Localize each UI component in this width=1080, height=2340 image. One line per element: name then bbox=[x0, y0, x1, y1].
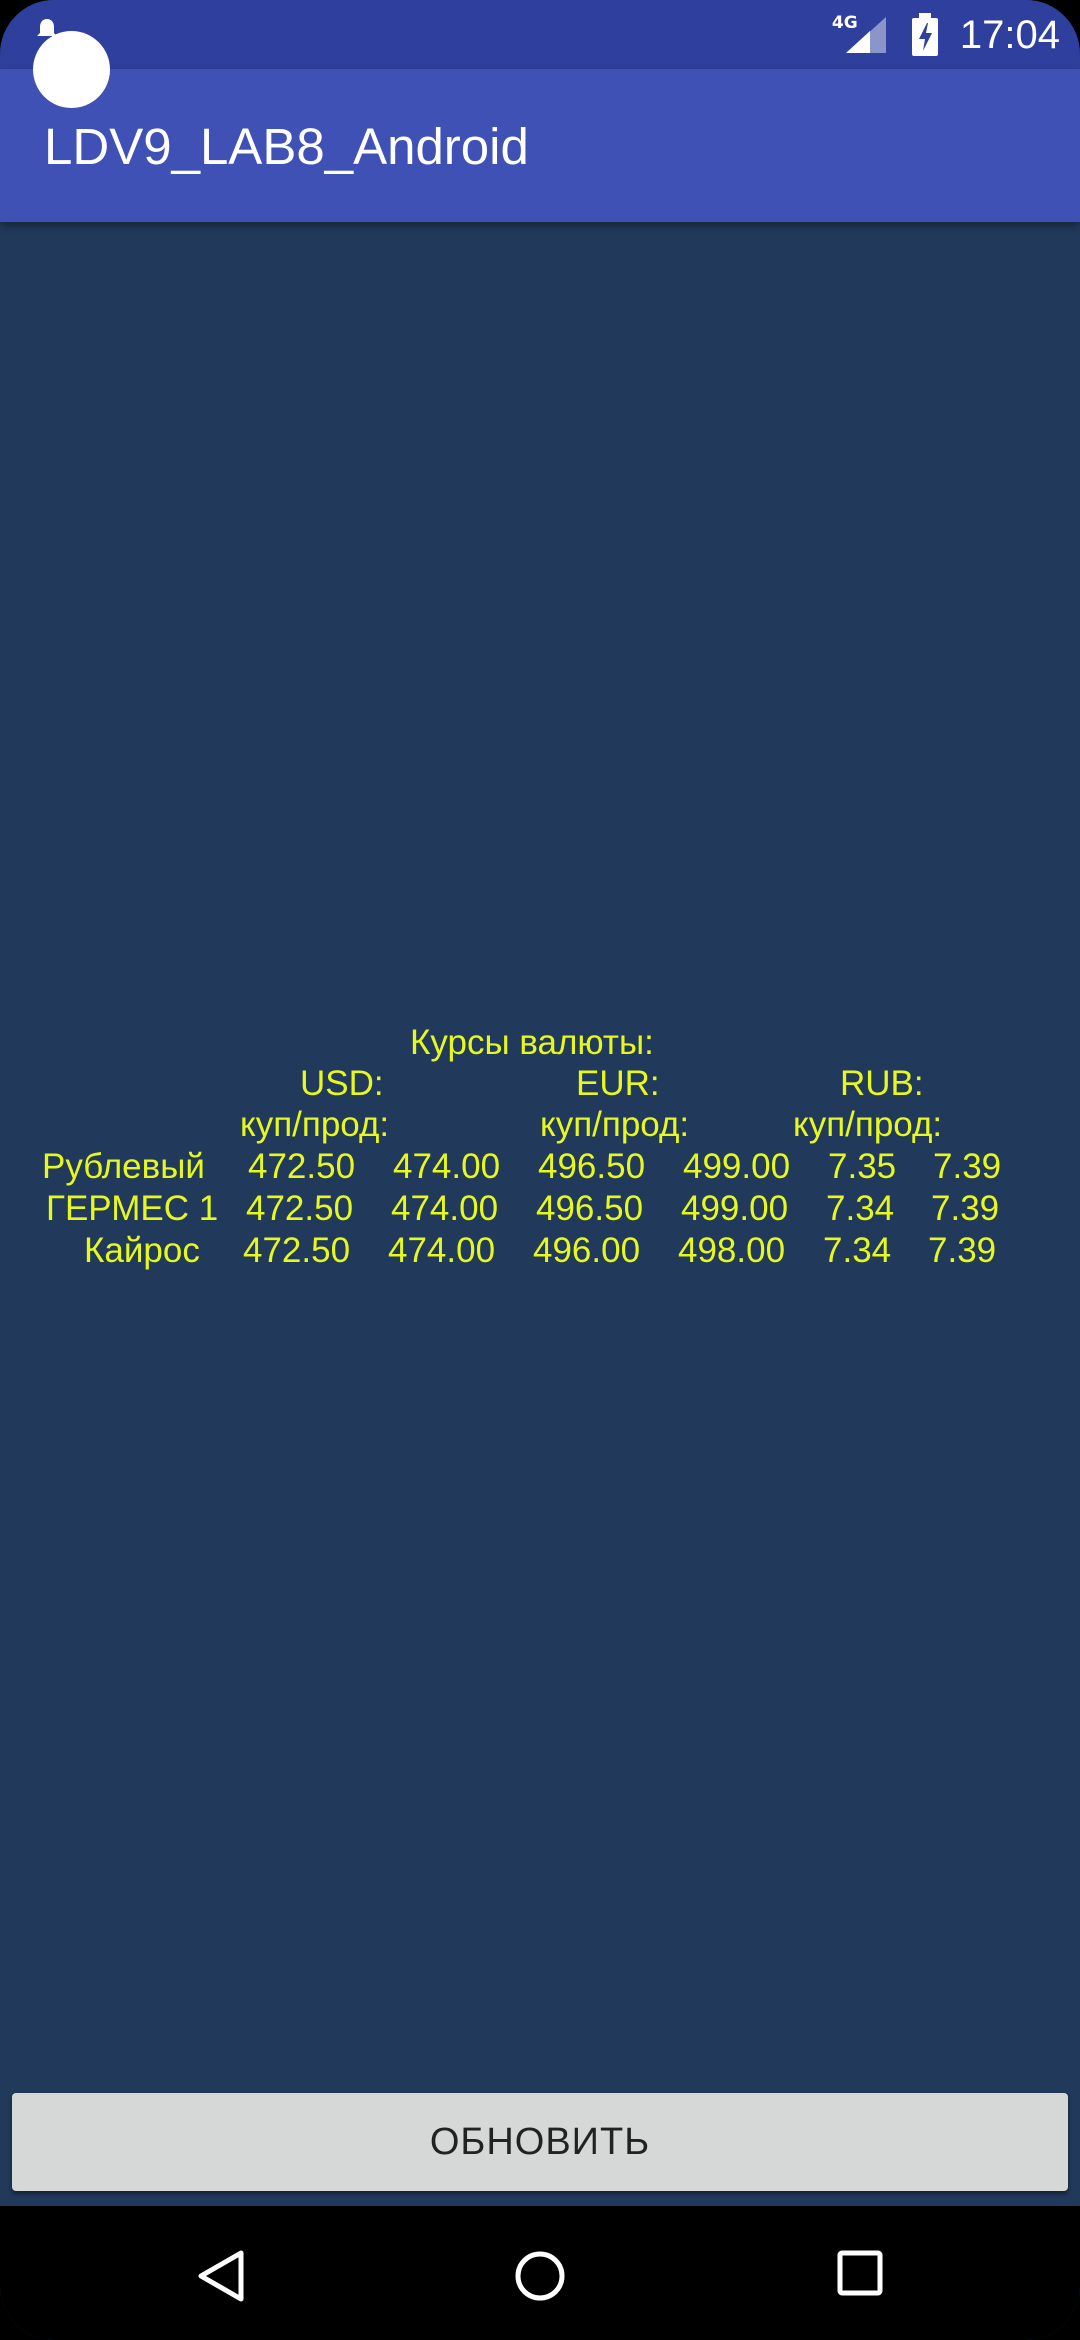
currency-rub-label: RUB: bbox=[840, 1064, 924, 1103]
rate-value: 7.34 bbox=[826, 1189, 895, 1228]
app-bar: LDV9_LAB8_Android bbox=[0, 69, 1080, 222]
rate-value: 7.39 bbox=[928, 1231, 997, 1270]
rate-value: 496.00 bbox=[533, 1231, 641, 1270]
rate-value: 474.00 bbox=[391, 1189, 499, 1228]
home-icon[interactable] bbox=[513, 2249, 567, 2303]
usd-buy-sell-label: куп/прод: bbox=[240, 1105, 390, 1144]
signal-icon: 4G bbox=[832, 13, 890, 57]
rate-value: 472.50 bbox=[243, 1231, 351, 1270]
rate-value: 474.00 bbox=[393, 1147, 501, 1186]
rate-value: 7.39 bbox=[931, 1189, 1000, 1228]
status-icons: 4G 17:04 bbox=[832, 10, 1060, 60]
rate-value: 7.35 bbox=[828, 1147, 897, 1186]
bank-name: Рублевый bbox=[42, 1147, 205, 1186]
floating-dot bbox=[33, 31, 110, 108]
app-title: LDV9_LAB8_Android bbox=[44, 118, 529, 175]
rate-value: 472.50 bbox=[248, 1147, 356, 1186]
rate-value: 499.00 bbox=[683, 1147, 791, 1186]
eur-buy-sell-label: куп/прод: bbox=[540, 1105, 690, 1144]
rate-value: 496.50 bbox=[538, 1147, 646, 1186]
rate-value: 472.50 bbox=[246, 1189, 354, 1228]
status-time: 17:04 bbox=[959, 12, 1060, 57]
rate-value: 496.50 bbox=[536, 1189, 644, 1228]
recents-icon[interactable] bbox=[836, 2249, 884, 2297]
rates-title: Курсы валюты: bbox=[410, 1023, 654, 1062]
currency-eur-label: EUR: bbox=[576, 1064, 660, 1103]
status-bar: 4G 17:04 bbox=[0, 0, 1080, 108]
rate-value: 499.00 bbox=[681, 1189, 789, 1228]
rate-value: 474.00 bbox=[388, 1231, 496, 1270]
bank-name: Кайрос bbox=[84, 1231, 200, 1270]
back-icon[interactable] bbox=[195, 2249, 247, 2303]
currency-usd-label: USD: bbox=[300, 1064, 384, 1103]
bank-name: ГЕРМЕС 1 bbox=[46, 1189, 219, 1228]
rate-value: 7.34 bbox=[823, 1231, 892, 1270]
refresh-button[interactable]: ОБНОВИТЬ bbox=[12, 2093, 1068, 2191]
rub-buy-sell-label: куп/прод: bbox=[793, 1105, 943, 1144]
rate-value: 7.39 bbox=[933, 1147, 1002, 1186]
notification-icon bbox=[37, 19, 57, 36]
rate-value: 498.00 bbox=[678, 1231, 786, 1270]
network-type-label: 4G bbox=[831, 13, 858, 33]
battery-charging-icon bbox=[911, 13, 938, 56]
navigation-bar bbox=[0, 2206, 1080, 2340]
